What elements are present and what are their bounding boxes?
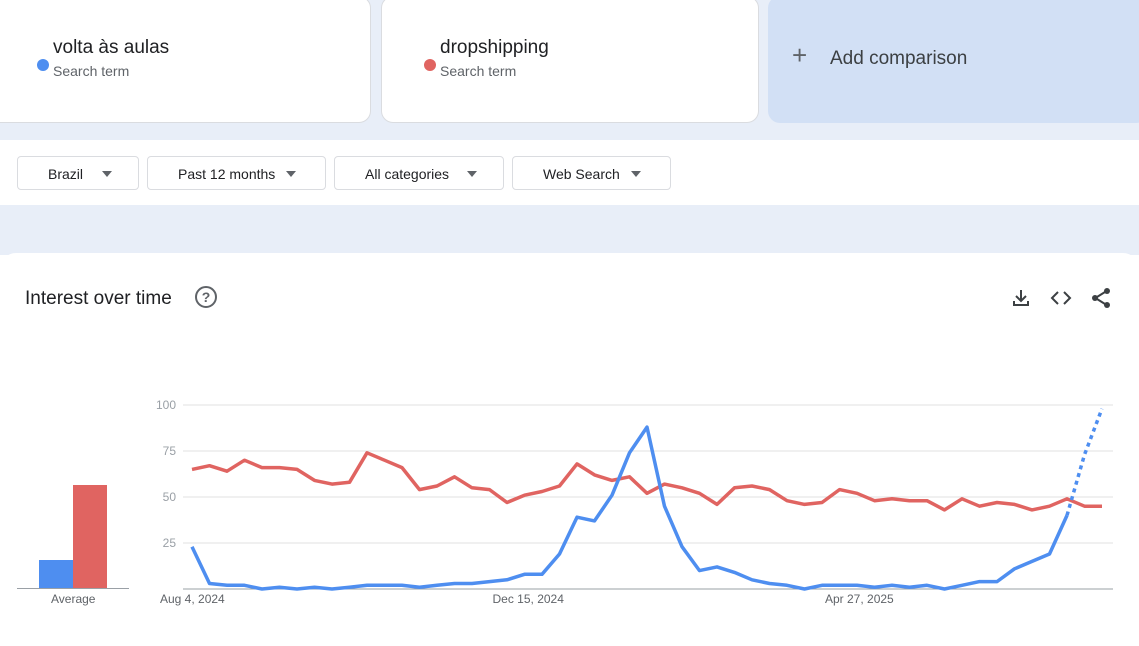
term-type-label: Search term [53, 63, 130, 79]
help-icon[interactable]: ? [195, 286, 217, 308]
series-line [190, 425, 1069, 591]
embed-code-icon[interactable] [1049, 286, 1073, 310]
category-value: All categories [365, 166, 450, 182]
search-term-card-2[interactable]: dropshipping Search term [381, 0, 759, 123]
x-tick-label: Aug 4, 2024 [160, 592, 225, 606]
y-tick-label: 25 [163, 536, 177, 550]
y-tick-label: 75 [163, 444, 177, 458]
region-dropdown[interactable]: Brazil [17, 156, 139, 190]
y-tick-label: 100 [156, 398, 176, 412]
term-name[interactable]: dropshipping [440, 37, 549, 58]
series-line [191, 451, 1102, 512]
download-icon[interactable] [1009, 286, 1033, 310]
average-label: Average [51, 592, 96, 606]
series-partial-line [1065, 408, 1104, 516]
time-range-value: Past 12 months [178, 166, 276, 182]
term-name[interactable]: volta às aulas [53, 37, 170, 58]
category-dropdown[interactable]: All categories [334, 156, 504, 190]
y-tick-label: 50 [163, 490, 177, 504]
caret-down-icon [631, 171, 641, 177]
panel-title: Interest over time [25, 288, 172, 309]
average-bar-volta-as-aulas[interactable] [39, 559, 73, 588]
plus-icon: + [792, 40, 808, 70]
term-color-dot [424, 59, 436, 71]
region-value: Brazil [48, 166, 84, 182]
x-tick-label: Apr 27, 2025 [825, 592, 894, 606]
interest-over-time-panel: Interest over time ? [0, 253, 1139, 646]
mid-band [0, 205, 1139, 255]
x-tick-label: Dec 15, 2024 [493, 592, 565, 606]
property-value: Web Search [543, 166, 620, 182]
average-axis [17, 588, 129, 589]
caret-down-icon [467, 171, 477, 177]
filter-bar: Brazil Past 12 months All categories Web… [0, 140, 1139, 205]
share-icon[interactable] [1089, 286, 1113, 310]
add-comparison-button[interactable]: + Add comparison [768, 0, 1139, 123]
caret-down-icon [102, 171, 112, 177]
term-color-dot [37, 59, 49, 71]
add-comparison-label: Add comparison [830, 48, 968, 69]
average-bar-dropshipping[interactable] [73, 484, 107, 588]
property-dropdown[interactable]: Web Search [512, 156, 671, 190]
search-term-card-1[interactable]: volta às aulas Search term [0, 0, 371, 123]
caret-down-icon [286, 171, 296, 177]
term-type-label: Search term [440, 63, 517, 79]
time-range-dropdown[interactable]: Past 12 months [147, 156, 326, 190]
